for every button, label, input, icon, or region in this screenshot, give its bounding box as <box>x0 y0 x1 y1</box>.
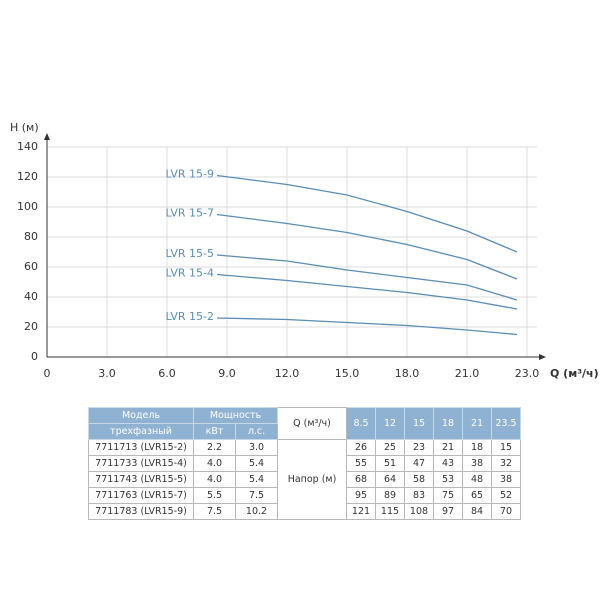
x-tick-label: 18.0 <box>395 367 420 380</box>
header-cell: трехфазный <box>88 423 194 440</box>
series-line <box>216 273 518 310</box>
table-cell: 10.2 <box>235 503 278 520</box>
x-tick-label: 0 <box>44 367 51 380</box>
header-cell: кВт <box>193 423 236 440</box>
table-cell: 4.0 <box>193 471 236 488</box>
header-cell: 12 <box>375 407 405 440</box>
x-tick-label: 21.0 <box>455 367 480 380</box>
table-cell: 7.5 <box>193 503 236 520</box>
table-cell: 53 <box>433 471 463 488</box>
header-cell: 21 <box>462 407 492 440</box>
header-cell: 15 <box>404 407 434 440</box>
table-cell: 32 <box>491 455 521 472</box>
table-body: Модель Мощность Q (м³/ч) 8.5 12 15 18 21 23.5… <box>88 407 521 520</box>
header-row: Модель Мощность Q (м³/ч) 8.5 12 15 18 21 23.5 <box>88 407 521 440</box>
table-cell: 7711783 (LVR15-9) <box>88 503 194 520</box>
spec-table: Модель Мощность Q (м³/ч) 8.5 12 15 18 21 23.5… <box>88 407 521 520</box>
series-line <box>216 213 518 280</box>
series-label: LVR 15-7 <box>165 207 214 220</box>
series-label: LVR 15-4 <box>165 267 214 280</box>
table-cell: 25 <box>375 439 405 456</box>
table-cell: 65 <box>462 487 492 504</box>
table-cell: 7711713 (LVR15-2) <box>88 439 194 456</box>
table-cell: 5.4 <box>235 455 278 472</box>
series-label: LVR 15-5 <box>165 247 214 260</box>
chart: H (м) Q (м³/ч) 0 20 40 60 80 100 120 140 0 3.0 6.0… <box>10 121 599 380</box>
y-tick-label: 80 <box>24 230 38 243</box>
table-cell: 51 <box>375 455 405 472</box>
table-cell: 64 <box>375 471 405 488</box>
table-cell: 5.4 <box>235 471 278 488</box>
table-row: 7711743 (LVR15-5) 4.0 5.4 68 64 58 53 48 38 <box>88 471 521 488</box>
table-cell: 5.5 <box>193 487 236 504</box>
x-tick-label: 6.0 <box>158 367 176 380</box>
table-cell: 70 <box>491 503 521 520</box>
y-tick-label: 120 <box>17 170 38 183</box>
series-label: LVR 15-9 <box>165 168 214 181</box>
table-row: 7711783 (LVR15-9) 7.5 10.2 121 115 108 97 84 70 <box>88 503 521 520</box>
table-cell: 7.5 <box>235 487 278 504</box>
table-cell: 68 <box>346 471 376 488</box>
table-cell: 89 <box>375 487 405 504</box>
x-tick-label: 12.0 <box>275 367 300 380</box>
header-row: трехфазный кВт л.с. <box>88 423 521 440</box>
table-cell: 21 <box>433 439 463 456</box>
y-tick-label: 20 <box>24 320 38 333</box>
table-cell: 4.0 <box>193 455 236 472</box>
table-cell: 2.2 <box>193 439 236 456</box>
header-cell: Q (м³/ч) <box>277 407 347 440</box>
series-line <box>216 317 518 336</box>
table-cell: 84 <box>462 503 492 520</box>
y-axis-label: H (м) <box>10 121 39 134</box>
header-cell: 18 <box>433 407 463 440</box>
table-cell: 95 <box>346 487 376 504</box>
table-cell: 121 <box>346 503 376 520</box>
table-cell: 83 <box>404 487 434 504</box>
header-cell: л.с. <box>235 423 278 440</box>
y-tick-label: 140 <box>17 140 38 153</box>
x-axis-label: Q (м³/ч) <box>550 367 599 380</box>
y-axis-arrow <box>44 133 50 140</box>
table-cell: 58 <box>404 471 434 488</box>
series-line <box>216 174 518 253</box>
table-cell: 18 <box>462 439 492 456</box>
y-tick-label: 100 <box>17 200 38 213</box>
table-cell: 38 <box>462 455 492 472</box>
table-cell: 7711743 (LVR15-5) <box>88 471 194 488</box>
table-cell: 26 <box>346 439 376 456</box>
header-cell: 23.5 <box>491 407 521 440</box>
table-row: 7711713 (LVR15-2) 2.2 3.0 Напор (м) 26 25 23 21… <box>88 439 521 520</box>
header-cell: 8.5 <box>346 407 376 440</box>
table-cell: 48 <box>462 471 492 488</box>
table-cell: 115 <box>375 503 405 520</box>
table-cell: 38 <box>491 471 521 488</box>
header-cell: Модель <box>88 407 194 424</box>
header-cell: Мощность <box>193 407 278 424</box>
table-cell: 108 <box>404 503 434 520</box>
table-row: 7711733 (LVR15-4) 4.0 5.4 55 51 47 43 38 32 <box>88 455 521 472</box>
table-cell: 7711733 (LVR15-4) <box>88 455 194 472</box>
x-axis-arrow <box>539 354 546 360</box>
series-line <box>216 254 518 301</box>
row-label: Напор (м) <box>277 439 347 520</box>
x-tick-label: 9.0 <box>218 367 236 380</box>
table-cell: 97 <box>433 503 463 520</box>
x-tick-label: 15.0 <box>335 367 360 380</box>
x-tick-label: 23.0 <box>515 367 540 380</box>
x-tick-label: 3.0 <box>98 367 116 380</box>
y-tick-label: 0 <box>31 350 38 363</box>
y-tick-label: 60 <box>24 260 38 273</box>
table-cell: 23 <box>404 439 434 456</box>
y-tick-label: 40 <box>24 290 38 303</box>
table-cell: 7711763 (LVR15-7) <box>88 487 194 504</box>
table-cell: 55 <box>346 455 376 472</box>
table-cell: 47 <box>404 455 434 472</box>
series-label: LVR 15-2 <box>165 310 214 323</box>
table-cell: 43 <box>433 455 463 472</box>
table-cell: 75 <box>433 487 463 504</box>
table-cell: 52 <box>491 487 521 504</box>
table-cell: 15 <box>491 439 521 456</box>
table-cell: 3.0 <box>235 439 278 456</box>
